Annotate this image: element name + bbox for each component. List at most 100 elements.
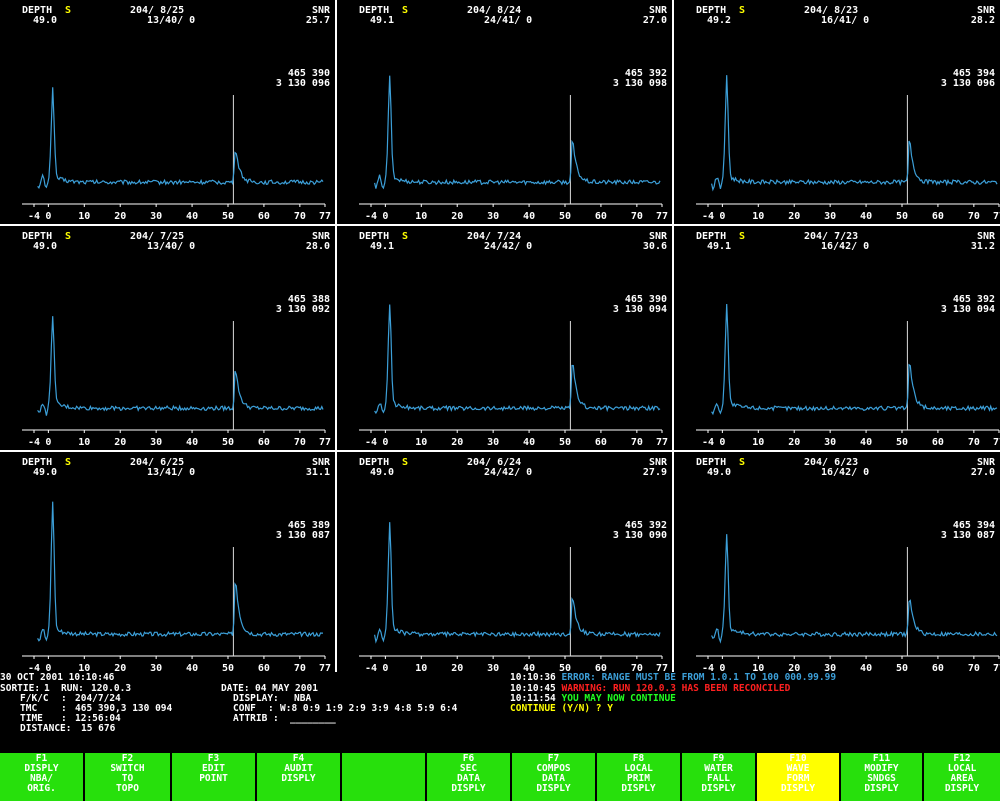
fkc-value: 204/7/24 (75, 693, 121, 704)
depth-label: DEPTH (22, 231, 53, 242)
fkey-label-line: DISPLY (536, 783, 571, 794)
waveform-trace (37, 316, 324, 416)
fkey-f3[interactable]: F3 EDIT POINT (172, 753, 255, 801)
x-tick-label: 77 (993, 437, 1000, 448)
x-tick-label: 10 (78, 663, 90, 672)
waveform-trace (711, 534, 998, 644)
fkey-f10[interactable]: F10 WAVE FORM DISPLY (757, 753, 839, 801)
x-tick-label: 10 (415, 437, 427, 448)
cell-counts: 13/40/ 0 (147, 15, 196, 26)
x-tick-label: 40 (186, 437, 198, 448)
status-flag: S (739, 5, 746, 16)
distance-value: 15 676 (81, 723, 116, 734)
waveform-panel[interactable]: DEPTH S 49.0 204/ 6/24 24/42/ 0 SNR 27.9 465 39… (337, 452, 672, 672)
fkey-number: F9 (712, 753, 725, 764)
easting: 465 392 (624, 520, 667, 531)
x-tick-label: 77 (319, 211, 331, 222)
fkey-label-line: NBA/ (30, 773, 53, 784)
x-tick-label: 30 (487, 211, 499, 222)
message-error: 10:10:36 ERROR: RANGE MUST BE FROM 1.0.1… (510, 673, 836, 683)
cell-counts: 13/41/ 0 (147, 467, 196, 478)
fkey-label-line: FALL (707, 773, 730, 784)
waveform-panel[interactable]: DEPTH S 49.0 204/ 8/25 13/40/ 0 SNR 25.7 465 39… (0, 0, 335, 224)
fkey-number: F3 (207, 753, 220, 764)
northing: 3 130 098 (612, 78, 667, 89)
x-tick-label: 60 (932, 211, 944, 222)
x-tick-label: 70 (631, 437, 643, 448)
waveform-panel[interactable]: DEPTH S 49.0 204/ 6/23 16/42/ 0 SNR 27.0 465 39… (674, 452, 1000, 672)
x-tick-label: 10 (752, 663, 764, 672)
status-flag: S (739, 231, 746, 242)
x-tick-label: 0 (719, 211, 725, 222)
cell-id: 204/ 7/23 (804, 231, 859, 242)
fkey-f6[interactable]: F6 SEC DATA DISPLY (427, 753, 510, 801)
depth-value: 49.0 (707, 467, 732, 478)
continue-prompt[interactable]: CONTINUE (Y/N) ? Y (510, 703, 613, 714)
x-tick-label: 77 (656, 437, 668, 448)
snr-label: SNR (311, 5, 330, 16)
x-tick-label: 10 (752, 211, 764, 222)
cell-id: 204/ 7/24 (467, 231, 522, 242)
fkey-label-line: TOPO (116, 783, 139, 794)
fkey-label-line: AREA (950, 773, 974, 784)
x-tick-label: 50 (896, 211, 908, 222)
cell-counts: 13/40/ 0 (147, 241, 196, 252)
waveform-panel[interactable]: DEPTH S 49.1 204/ 7/24 24/42/ 0 SNR 30.6 465 39… (337, 226, 672, 450)
northing: 3 130 096 (940, 78, 995, 89)
fkey-f1[interactable]: F1 DISPLY NBA/ORIG. (0, 753, 83, 801)
message-info: 10:11:54 YOU MAY NOW CONTINUE (510, 694, 676, 704)
attrib-input[interactable]: ________ (290, 713, 336, 724)
fkey-blank[interactable] (342, 753, 425, 801)
message-tag: WARNING: (561, 683, 608, 694)
fkey-label-line: WAVE (786, 763, 810, 774)
cell-id: 204/ 6/23 (804, 457, 859, 468)
fkc-label: F/K/C (20, 693, 49, 704)
waveform-panel[interactable]: DEPTH S 49.1 204/ 7/23 16/42/ 0 SNR 31.2 465 39… (674, 226, 1000, 450)
cell-counts: 16/42/ 0 (821, 467, 870, 478)
waveform-panel[interactable]: DEPTH S 49.0 204/ 6/25 13/41/ 0 SNR 31.1 465 38… (0, 452, 335, 672)
northing: 3 130 087 (275, 530, 330, 541)
depth-value: 49.2 (707, 15, 732, 26)
status-area: 30 OCT 2001 10:10:46 SORTIE: 1 RUN: 120.… (0, 672, 1000, 753)
depth-label: DEPTH (696, 231, 727, 242)
x-tick-label: 30 (824, 437, 836, 448)
x-tick-label: 20 (114, 211, 126, 222)
x-tick-label: 0 (382, 211, 388, 222)
fkey-label-line (257, 784, 340, 794)
display-value: NBA (294, 693, 312, 704)
fkey-f4[interactable]: F4 AUDIT DISPLY (257, 753, 340, 801)
x-tick-label: 77 (656, 211, 668, 222)
fkey-f12[interactable]: F12 LOCAL AREA DISPLY (924, 753, 1000, 801)
fkc-sep: : (61, 693, 67, 704)
x-tick-label: 70 (968, 437, 980, 448)
sortie-value: 1 (44, 683, 50, 694)
tmc-label: TMC (20, 703, 38, 714)
x-tick-label: 10 (78, 211, 90, 222)
easting: 465 392 (952, 294, 995, 305)
snr-label: SNR (311, 457, 330, 468)
waveform-panel[interactable]: DEPTH S 49.1 204/ 8/24 24/41/ 0 SNR 27.0 465 39… (337, 0, 672, 224)
waveform-panel[interactable]: DEPTH S 49.0 204/ 7/25 13/40/ 0 SNR 28.0 465 38… (0, 226, 335, 450)
x-tick-label: 20 (451, 663, 463, 672)
status-flag: S (65, 5, 72, 16)
waveform-panel[interactable]: DEPTH S 49.2 204/ 8/23 16/41/ 0 SNR 28.2 465 39… (674, 0, 1000, 224)
northing: 3 130 094 (612, 304, 667, 315)
northing: 3 130 096 (275, 78, 330, 89)
fkey-f7[interactable]: F7 COMPOS DATA DISPLY (512, 753, 595, 801)
status-flag: S (65, 457, 72, 468)
run-label: RUN: (61, 683, 84, 694)
fkey-f2[interactable]: F2 SWITCH TO TOPO (85, 753, 170, 801)
waveform-trace (37, 87, 324, 189)
date-label: DATE: (221, 683, 250, 694)
fkey-f11[interactable]: F11 MODIFY SNDGS DISPLY (841, 753, 922, 801)
fkey-f9[interactable]: F9 WATER FALL DISPLY (682, 753, 755, 801)
snr-label: SNR (976, 231, 995, 242)
snr-value: 28.2 (970, 15, 995, 26)
fkey-f8[interactable]: F8 LOCAL PRIM DISPLY (597, 753, 680, 801)
fkey-label-line: TO (121, 773, 134, 784)
x-tick-label: 0 (382, 663, 388, 672)
conf-value: W:8 0:9 1:9 2:9 3:9 4:8 5:9 6:4 (280, 703, 458, 714)
x-tick-label: -4 (28, 437, 40, 448)
cell-counts: 24/42/ 0 (484, 241, 533, 252)
x-tick-label: 50 (896, 663, 908, 672)
